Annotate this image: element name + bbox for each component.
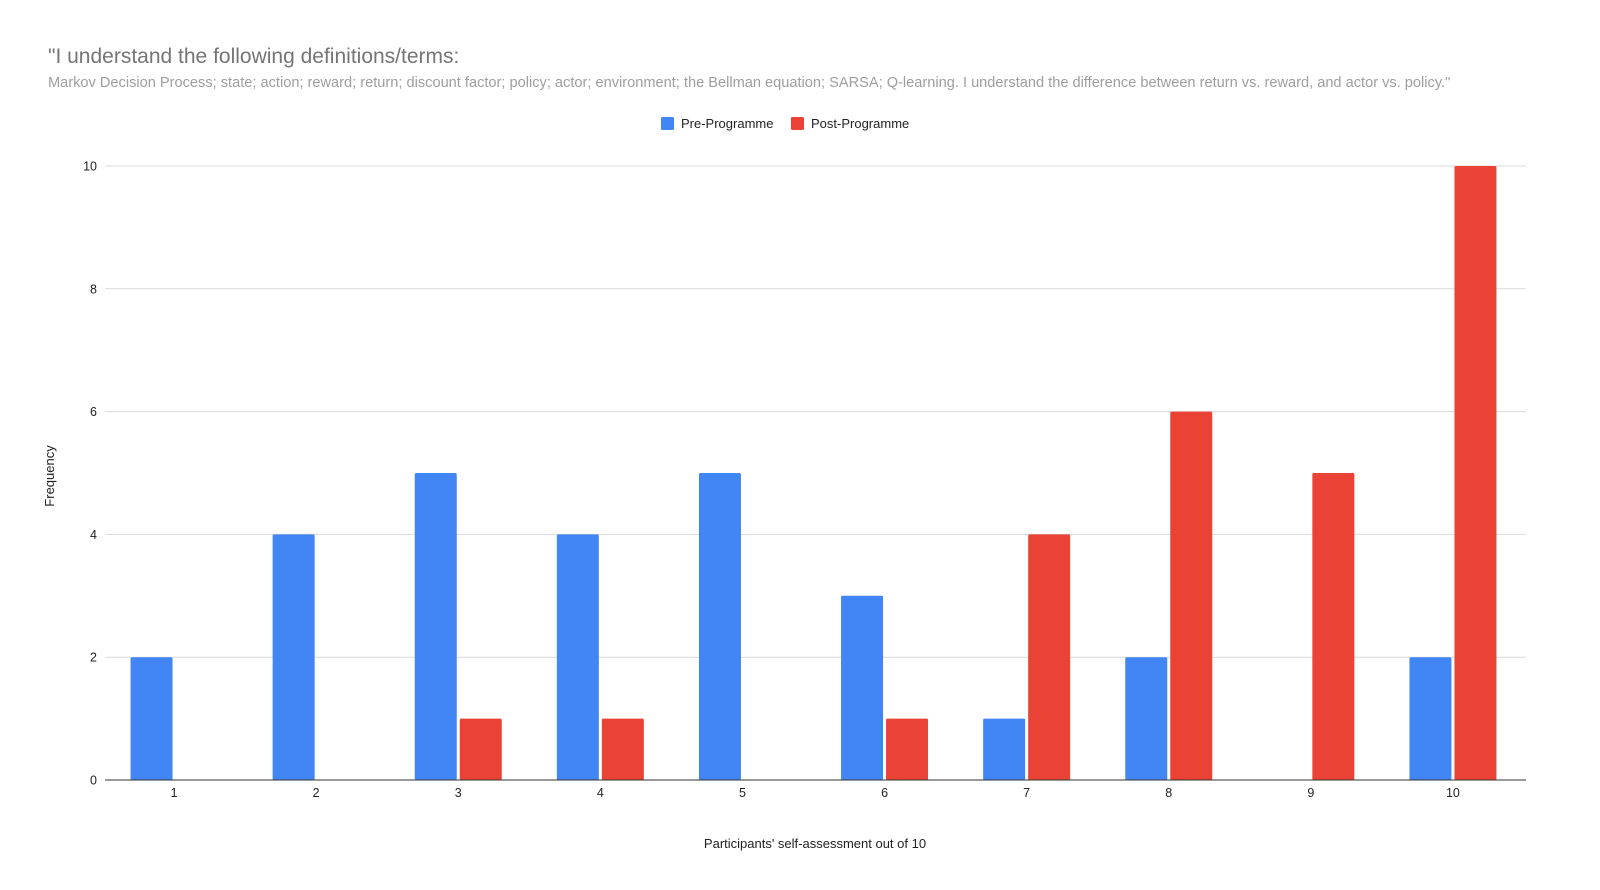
bar-pre-programme-1: [130, 657, 173, 780]
y-tick-label: 0: [90, 774, 97, 788]
x-tick-label: 9: [1307, 786, 1314, 800]
bar-post-programme-6: [886, 718, 929, 780]
legend-swatch-pre-programme: [661, 117, 674, 130]
bar-post-programme-3: [459, 718, 502, 780]
x-axis-ticks: 1 2 3 4 5 6 7 8 9 10: [171, 786, 1460, 800]
y-tick-label: 10: [83, 160, 97, 174]
legend-label: Post-Programme: [811, 116, 909, 131]
chart-title: "I understand the following definitions/…: [48, 45, 459, 68]
bar-post-programme-7: [1028, 534, 1071, 780]
x-axis-label: Participants' self-assessment out of 10: [704, 836, 926, 851]
x-tick-label: 3: [455, 786, 462, 800]
x-tick-label: 4: [597, 786, 604, 800]
y-axis-label: Frequency: [42, 445, 57, 507]
y-tick-label: 2: [90, 651, 97, 665]
legend-label: Pre-Programme: [681, 116, 773, 131]
bar-pre-programme-6: [841, 595, 884, 780]
chart-subtitle: Markov Decision Process; state; action; …: [48, 75, 1450, 91]
x-tick-label: 5: [739, 786, 746, 800]
bars: [130, 166, 1497, 780]
gridlines: [105, 165, 1526, 658]
legend: Pre-Programme Post-Programme: [661, 116, 909, 131]
x-tick-label: 6: [881, 786, 888, 800]
x-tick-label: 1: [171, 786, 178, 800]
legend-swatch-post-programme: [791, 117, 804, 130]
bar-pre-programme-3: [414, 473, 457, 780]
bar-post-programme-8: [1170, 411, 1213, 780]
bar-pre-programme-10: [1409, 657, 1452, 780]
bar-pre-programme-8: [1125, 657, 1168, 780]
x-tick-label: 8: [1165, 786, 1172, 800]
bar-post-programme-9: [1312, 473, 1355, 780]
y-tick-label: 6: [90, 405, 97, 419]
bar-pre-programme-2: [272, 534, 315, 780]
x-tick-label: 2: [313, 786, 320, 800]
bar-post-programme-10: [1454, 166, 1497, 780]
bar-pre-programme-5: [698, 473, 741, 780]
y-tick-label: 4: [90, 528, 97, 542]
x-tick-label: 7: [1023, 786, 1030, 800]
y-axis-ticks: 0 2 4 6 8 10: [83, 160, 97, 788]
y-tick-label: 8: [90, 282, 97, 296]
bar-pre-programme-4: [556, 534, 599, 780]
bar-post-programme-4: [601, 718, 644, 780]
bar-pre-programme-7: [983, 718, 1026, 780]
x-tick-label: 10: [1446, 786, 1460, 800]
